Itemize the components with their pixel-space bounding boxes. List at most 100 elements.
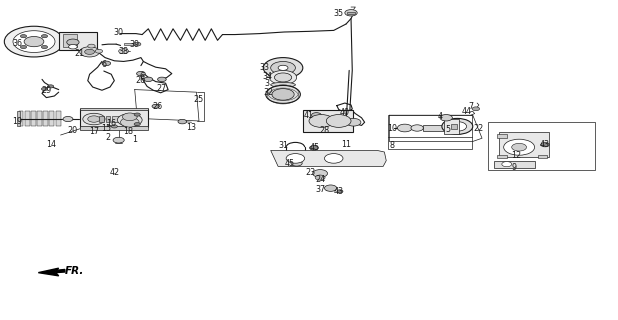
Bar [37, 111, 42, 126]
Bar [63, 34, 77, 47]
Circle shape [286, 154, 305, 163]
Bar [49, 111, 54, 126]
Bar [80, 109, 148, 127]
Circle shape [324, 185, 337, 191]
Text: 5: 5 [446, 125, 451, 134]
Circle shape [346, 118, 361, 126]
Circle shape [272, 89, 294, 100]
Circle shape [512, 143, 527, 151]
Circle shape [271, 61, 295, 74]
Circle shape [144, 77, 153, 82]
Text: 35: 35 [334, 9, 344, 18]
Circle shape [122, 113, 137, 121]
Polygon shape [271, 150, 386, 166]
Circle shape [133, 42, 141, 46]
Bar [112, 116, 119, 122]
Text: 17: 17 [89, 127, 99, 136]
Circle shape [397, 124, 412, 132]
Text: 22: 22 [474, 124, 484, 133]
Circle shape [137, 71, 145, 76]
Text: 25: 25 [194, 95, 204, 104]
Bar [43, 111, 48, 126]
Circle shape [119, 49, 129, 54]
Bar [124, 43, 136, 45]
Text: 23: 23 [305, 168, 315, 177]
Circle shape [263, 58, 303, 78]
Bar [444, 119, 459, 134]
Circle shape [134, 113, 140, 116]
Circle shape [20, 35, 27, 38]
Circle shape [88, 44, 95, 48]
Text: 38: 38 [119, 47, 129, 56]
Circle shape [274, 73, 292, 82]
Text: 27: 27 [157, 84, 167, 93]
Text: 8: 8 [390, 141, 395, 150]
Circle shape [83, 113, 105, 125]
Text: 43: 43 [334, 188, 344, 196]
Ellipse shape [271, 83, 295, 87]
Bar [25, 111, 30, 126]
Circle shape [63, 116, 73, 122]
Bar [497, 155, 507, 158]
Bar [106, 116, 110, 122]
Text: 42: 42 [109, 168, 119, 177]
Circle shape [121, 117, 139, 127]
Bar [31, 111, 36, 126]
Circle shape [113, 137, 124, 143]
Circle shape [69, 44, 77, 49]
Text: 33: 33 [260, 63, 269, 72]
Circle shape [345, 10, 357, 16]
Bar [451, 124, 457, 129]
Circle shape [291, 160, 302, 166]
Circle shape [311, 113, 321, 118]
Text: 21: 21 [74, 49, 84, 58]
Circle shape [95, 49, 103, 53]
Circle shape [269, 70, 297, 84]
Text: 11: 11 [341, 140, 351, 149]
Circle shape [111, 125, 117, 128]
Text: 45: 45 [310, 143, 320, 152]
Circle shape [313, 170, 328, 177]
Text: 16: 16 [106, 119, 116, 128]
Circle shape [324, 154, 343, 163]
Text: 6: 6 [140, 72, 145, 81]
Text: 18: 18 [124, 127, 133, 136]
Circle shape [134, 123, 140, 126]
Bar [497, 134, 507, 138]
Circle shape [102, 61, 111, 66]
Circle shape [41, 87, 48, 91]
Circle shape [326, 115, 351, 127]
Text: 13: 13 [187, 123, 197, 132]
Text: 14: 14 [46, 140, 56, 149]
Circle shape [502, 162, 512, 167]
Text: 6: 6 [101, 60, 106, 68]
Circle shape [448, 122, 467, 131]
Text: 39: 39 [130, 40, 140, 49]
Circle shape [41, 45, 48, 49]
Circle shape [310, 146, 318, 150]
Circle shape [24, 36, 44, 47]
Text: 24: 24 [315, 175, 325, 184]
Text: 45: 45 [284, 159, 294, 168]
Text: 30: 30 [114, 28, 124, 36]
Circle shape [504, 139, 535, 155]
Text: 29: 29 [41, 86, 51, 95]
Text: 41: 41 [304, 111, 314, 120]
Circle shape [158, 77, 166, 82]
Text: 1: 1 [132, 135, 137, 144]
Text: 2: 2 [106, 133, 111, 142]
Circle shape [266, 85, 300, 103]
Bar [538, 155, 547, 158]
Bar [56, 111, 61, 126]
Text: 15: 15 [101, 124, 111, 133]
Bar [80, 108, 148, 110]
Bar [99, 116, 104, 122]
Circle shape [48, 85, 54, 88]
Circle shape [13, 31, 55, 52]
Circle shape [472, 107, 480, 111]
Text: 19: 19 [12, 117, 22, 126]
Bar [80, 126, 148, 130]
Bar [303, 110, 353, 132]
Text: 32: 32 [264, 88, 274, 97]
Text: 28: 28 [320, 126, 329, 135]
